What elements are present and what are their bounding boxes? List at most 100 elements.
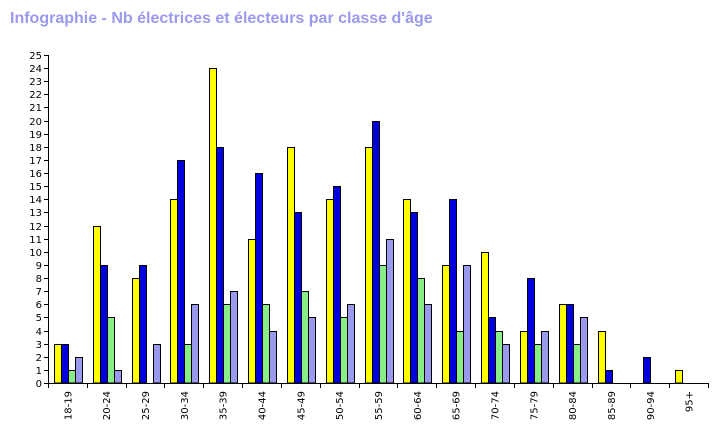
x-tick-label: 90-94	[646, 391, 657, 420]
bar	[184, 344, 192, 384]
bar	[675, 370, 683, 384]
bar	[605, 370, 613, 384]
bar	[301, 291, 309, 384]
bar	[114, 370, 122, 384]
bar	[566, 304, 574, 384]
x-tick-label: 70-74	[490, 391, 501, 420]
bar	[68, 370, 76, 384]
y-tick-label: 2	[36, 353, 42, 364]
x-tick-label: 85-89	[607, 391, 618, 420]
x-tick-label: 35-39	[219, 391, 230, 420]
bar	[410, 212, 418, 384]
bar	[527, 278, 535, 384]
bar	[294, 212, 302, 384]
bar	[153, 344, 161, 384]
y-tick-label: 18	[29, 143, 42, 154]
bar	[488, 317, 496, 384]
bar	[520, 331, 528, 384]
bar	[347, 304, 355, 384]
bar	[248, 239, 256, 384]
bar	[107, 317, 115, 384]
y-tick-label: 15	[29, 182, 42, 193]
bar	[424, 304, 432, 384]
bar	[139, 265, 147, 384]
y-tick-label: 24	[29, 64, 42, 75]
x-tick-label: 20-24	[102, 391, 113, 420]
y-tick-label: 4	[36, 327, 42, 338]
bar	[255, 173, 263, 384]
bar	[223, 304, 231, 384]
bar	[403, 199, 411, 384]
x-tick-label: 18-19	[63, 391, 74, 420]
bar	[287, 147, 295, 384]
bar	[534, 344, 542, 384]
bar	[456, 331, 464, 384]
x-tick-label: 25-29	[141, 391, 152, 420]
x-tick-label: 80-84	[568, 391, 579, 420]
bar	[209, 68, 217, 384]
bar	[463, 265, 471, 384]
y-tick-label: 13	[29, 208, 42, 219]
bar	[132, 278, 140, 384]
y-tick-label: 3	[36, 340, 42, 351]
bar	[481, 252, 489, 384]
x-tick-label: 60-64	[413, 391, 424, 420]
bar	[442, 265, 450, 384]
y-tick-label: 0	[36, 379, 42, 390]
bar	[262, 304, 270, 384]
bar	[598, 331, 606, 384]
bar	[449, 199, 457, 384]
bar	[580, 317, 588, 384]
bar	[191, 304, 199, 384]
bar	[333, 186, 341, 384]
bar	[573, 344, 581, 384]
y-tick-label: 7	[36, 287, 42, 298]
bar	[643, 357, 651, 384]
y-tick-label: 16	[29, 169, 42, 180]
y-tick-label: 6	[36, 300, 42, 311]
bars	[54, 68, 683, 384]
y-tick-label: 11	[29, 235, 42, 246]
y-tick-label: 1	[36, 366, 42, 377]
bar	[54, 344, 62, 384]
bar	[75, 357, 83, 384]
x-tick-label: 55-59	[374, 391, 385, 420]
bar	[417, 278, 425, 384]
y-tick-label: 21	[29, 103, 42, 114]
y-tick-label: 5	[36, 313, 42, 324]
bar	[372, 121, 380, 384]
bar	[93, 226, 101, 384]
bar	[386, 239, 394, 384]
y-tick-label: 10	[29, 248, 42, 259]
y-tick-label: 17	[29, 156, 42, 167]
bar	[379, 265, 387, 384]
y-tick-label: 14	[29, 195, 42, 206]
bar	[326, 199, 334, 384]
bar	[502, 344, 510, 384]
chart-title: Infographie - Nb électrices et électeurs…	[10, 10, 433, 27]
x-tick-label: 95+	[685, 391, 696, 412]
x-tick-label: 75-79	[529, 391, 540, 420]
y-tick-label: 22	[29, 90, 42, 101]
x-axis: 18-19 20-24 25-29 30-34 35-39 40-44 45-49 50-54…	[48, 383, 709, 420]
bar	[340, 317, 348, 384]
bar	[269, 331, 277, 384]
bar	[216, 147, 224, 384]
bar	[177, 160, 185, 384]
y-tick-label: 12	[29, 222, 42, 233]
bar	[495, 331, 503, 384]
x-tick-label: 50-54	[335, 391, 346, 420]
bar	[230, 291, 238, 384]
y-axis: 0123456789101112131415161718192021222324…	[29, 51, 49, 390]
bar	[100, 265, 108, 384]
bar	[365, 147, 373, 384]
x-tick-label: 40-44	[258, 391, 269, 420]
x-tick-label: 30-34	[180, 391, 191, 420]
x-tick-label: 65-69	[452, 391, 463, 420]
y-tick-label: 23	[29, 77, 42, 88]
bar	[308, 317, 316, 384]
bar	[559, 304, 567, 384]
y-tick-label: 25	[29, 51, 42, 62]
y-tick-label: 8	[36, 274, 42, 285]
